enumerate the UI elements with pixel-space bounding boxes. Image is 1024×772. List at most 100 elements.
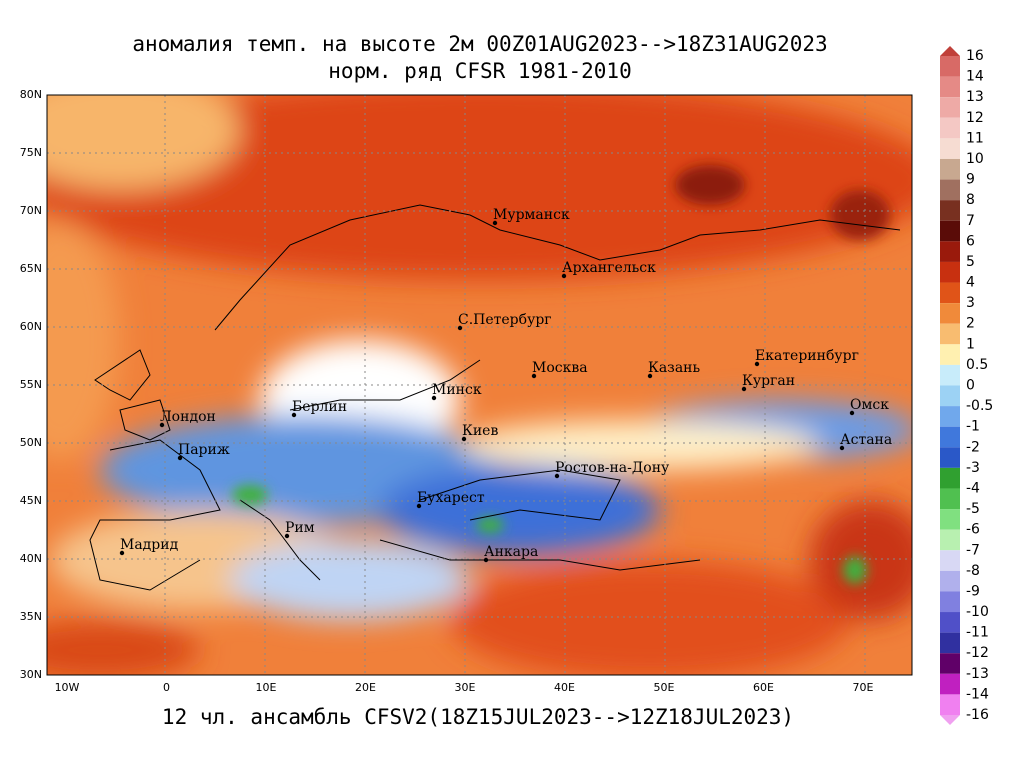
colorbar-label: 5 <box>966 254 975 270</box>
city-label: Минск <box>432 382 482 398</box>
city-dot <box>431 395 437 401</box>
city-label: Омск <box>850 397 889 413</box>
colorbar-label: 3 <box>966 295 975 311</box>
colorbar-label: 0 <box>966 378 975 394</box>
city-label: Казань <box>648 360 700 376</box>
colorbar-box <box>940 694 960 715</box>
city-label: Рим <box>285 520 315 536</box>
colorbar-cap <box>940 46 960 56</box>
colorbar-label: -7 <box>966 542 980 558</box>
colorbar-box <box>940 447 960 468</box>
colorbar-box <box>940 282 960 304</box>
city-dot <box>457 325 463 331</box>
subtitle: норм. ряд CFSR 1981-2010 <box>328 59 631 83</box>
colorbar-box <box>940 76 960 98</box>
city-dot <box>177 455 183 461</box>
city-dot <box>461 436 467 442</box>
colorbar-label: 7 <box>966 213 975 229</box>
colorbar-label: 10 <box>966 151 984 167</box>
city-dot <box>492 220 498 226</box>
colorbar-cap <box>940 715 960 725</box>
city-dot <box>159 422 165 428</box>
city-label: Бухарест <box>417 490 485 506</box>
colorbar-label: -0.5 <box>966 398 993 414</box>
colorbar-box <box>940 591 960 613</box>
colorbar-label: 1 <box>966 336 975 352</box>
lat-label: 40N <box>20 552 42 565</box>
city-dot <box>754 361 760 367</box>
colorbar-box <box>940 467 960 489</box>
city-dot <box>839 445 845 451</box>
colorbar-label: -10 <box>966 604 989 620</box>
anomaly-field <box>47 95 912 675</box>
city-label: С.Петербург <box>458 312 552 328</box>
lat-label: 50N <box>20 436 42 449</box>
city-label: Екатеринбург <box>755 348 859 364</box>
colorbar-label: -6 <box>966 522 980 538</box>
colorbar-box <box>940 570 960 592</box>
city-dot <box>741 386 747 392</box>
colorbar-box <box>940 673 960 695</box>
footer: 12 чл. ансамбль CFSV2(18Z15JUL2023-->12Z… <box>162 705 794 729</box>
lon-label: 40E <box>554 681 575 694</box>
city-dot <box>119 550 125 556</box>
colorbar-label: -16 <box>966 707 989 723</box>
colorbar-label: 8 <box>966 192 975 208</box>
colorbar-label: 16 <box>966 48 984 64</box>
city-label: Париж <box>178 442 230 458</box>
lon-label: 10E <box>256 681 277 694</box>
lat-label: 55N <box>20 378 42 391</box>
lat-label: 60N <box>20 320 42 333</box>
colorbar-box <box>940 241 960 262</box>
colorbar-label: -8 <box>966 563 980 579</box>
city-label: Киев <box>462 423 498 439</box>
city-dot <box>647 373 653 379</box>
colorbar-label: 2 <box>966 316 975 332</box>
lat-label: 80N <box>20 88 42 101</box>
colorbar-label: 13 <box>966 89 984 105</box>
colorbar-box <box>940 261 960 283</box>
city-dot <box>849 410 855 416</box>
colorbar-label: 12 <box>966 110 984 126</box>
lon-label: 30E <box>455 681 476 694</box>
colorbar-box <box>940 426 960 448</box>
colorbar-label: -11 <box>966 625 989 641</box>
colorbar-box <box>940 117 960 139</box>
colorbar-box <box>940 97 960 118</box>
city-label: Ростов-на-Дону <box>555 460 670 476</box>
colorbar-label: 14 <box>966 69 984 85</box>
colorbar-label: 4 <box>966 275 975 291</box>
colorbar-label: -12 <box>966 645 989 661</box>
city-label: Анкара <box>484 544 538 560</box>
city-label: Москва <box>532 360 588 376</box>
city-dot <box>284 533 290 539</box>
lon-label: 10W <box>55 681 80 694</box>
colorbar-box <box>940 529 960 551</box>
city-dot <box>531 373 537 379</box>
colorbar-box <box>940 138 960 159</box>
city-label: Лондон <box>160 409 216 425</box>
lat-label: 70N <box>20 204 42 217</box>
colorbar-box <box>940 632 960 654</box>
colorbar-label: -5 <box>966 501 980 517</box>
colorbar-label: 6 <box>966 233 975 249</box>
colorbar-label: 0.5 <box>966 357 988 373</box>
colorbar-box <box>940 158 960 180</box>
colorbar-box <box>940 488 960 510</box>
colorbar-label: -14 <box>966 686 989 702</box>
colorbar-box <box>940 653 960 674</box>
colorbar-box <box>940 200 960 221</box>
colorbar-label: -2 <box>966 439 980 455</box>
city-dot <box>483 557 489 563</box>
lon-label: 20E <box>355 681 376 694</box>
colorbar-box <box>940 323 960 345</box>
city-dot <box>291 412 297 418</box>
lat-label: 30N <box>20 668 42 681</box>
colorbar-label: -9 <box>966 583 980 599</box>
city-label: Курган <box>742 373 795 389</box>
city-label: Мурманск <box>493 207 570 223</box>
colorbar-box <box>940 509 960 530</box>
colorbar-label: -13 <box>966 666 989 682</box>
city-dot <box>561 273 567 279</box>
